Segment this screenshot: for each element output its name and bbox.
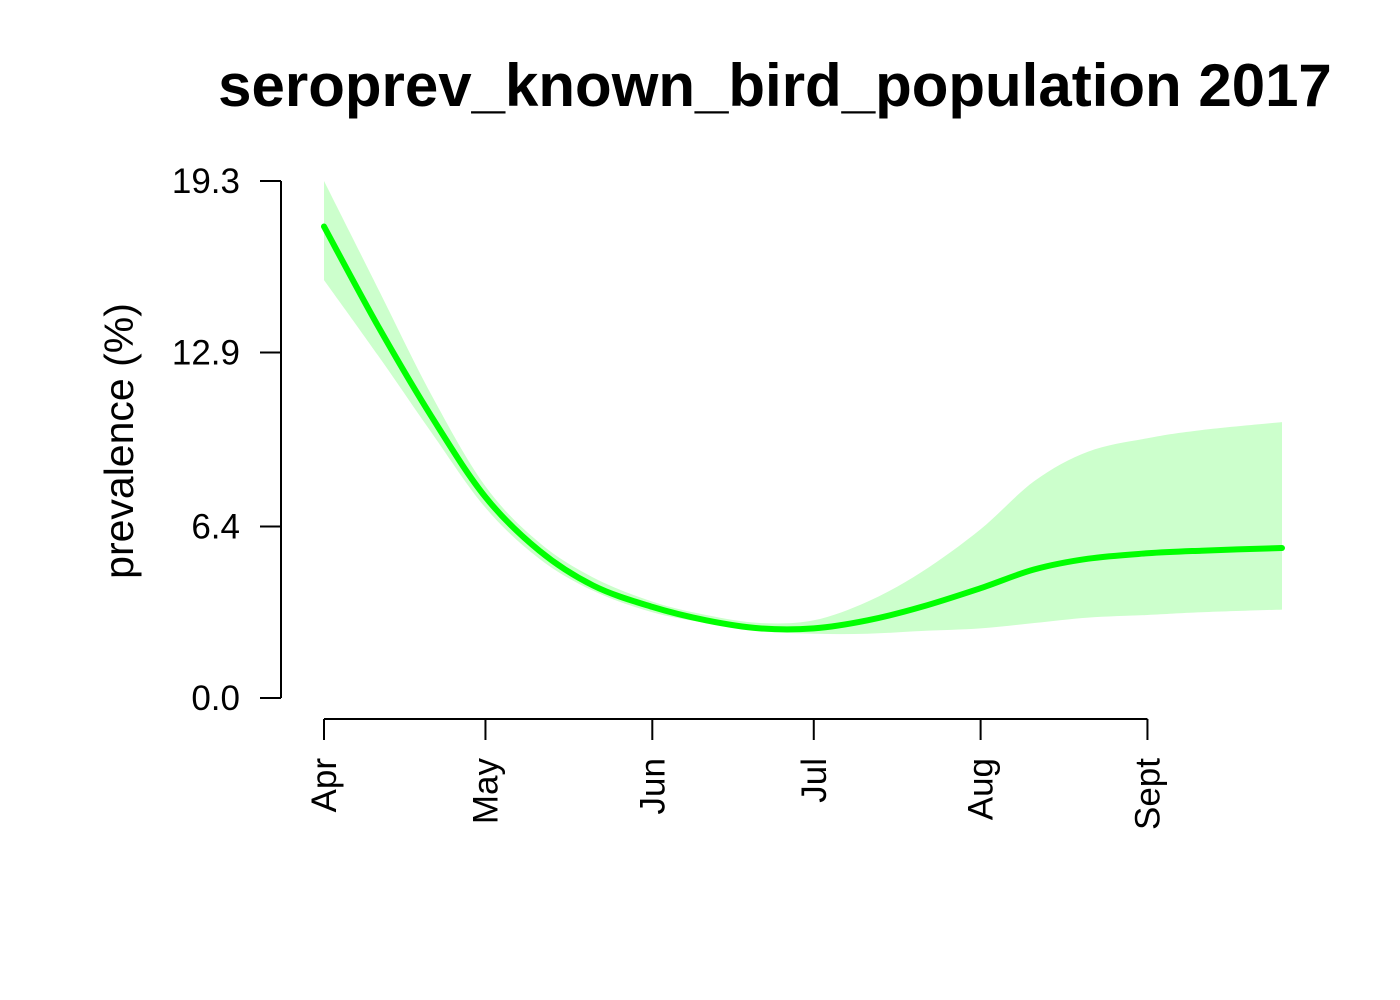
y-tick-label: 12.9 xyxy=(172,333,240,372)
x-tick-label: Aug xyxy=(962,758,1001,820)
x-tick-label: Apr xyxy=(305,758,344,813)
x-tick-label: May xyxy=(467,758,506,825)
x-axis: Apr May Jun Jul Aug Sept xyxy=(305,718,1167,830)
x-tick-label: Jun xyxy=(633,758,672,814)
confidence-band-layer xyxy=(324,181,1282,635)
series-line-layer xyxy=(321,223,1285,633)
x-tick-label: Jul xyxy=(795,758,834,803)
y-tick-label: 0.0 xyxy=(191,679,240,718)
chart-title: seroprev_known_bird_population 2017 xyxy=(218,52,1332,119)
y-axis-label: prevalence (%) xyxy=(96,303,142,579)
prevalence-line xyxy=(321,223,1285,633)
confidence-band xyxy=(324,181,1282,635)
y-tick-label: 6.4 xyxy=(191,508,240,547)
y-tick-label: 19.3 xyxy=(172,162,240,201)
x-tick-label: Sept xyxy=(1128,758,1167,830)
y-axis: 0.0 6.4 12.9 19.3 xyxy=(172,162,282,718)
